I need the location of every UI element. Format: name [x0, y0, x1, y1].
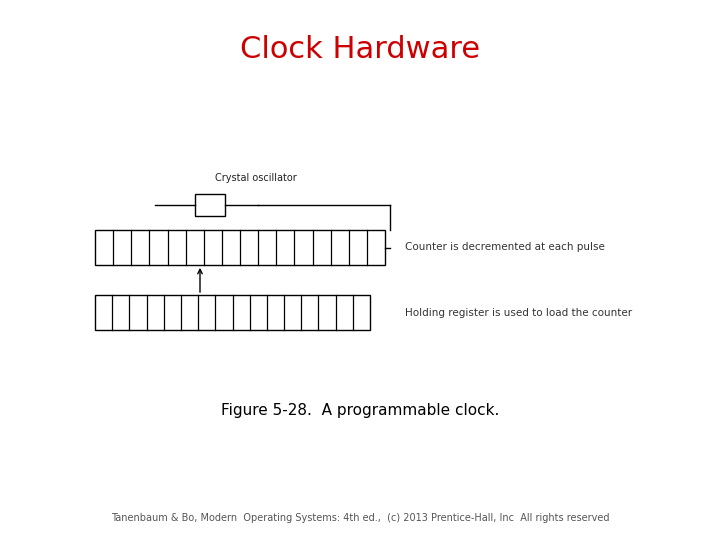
- Bar: [95, 230, 385, 265]
- Text: Crystal oscillator: Crystal oscillator: [215, 173, 297, 183]
- Text: Holding register is used to load the counter: Holding register is used to load the cou…: [405, 307, 632, 318]
- Text: Counter is decremented at each pulse: Counter is decremented at each pulse: [405, 242, 605, 253]
- Bar: [95, 295, 370, 330]
- Text: Clock Hardware: Clock Hardware: [240, 36, 480, 64]
- Text: Tanenbaum & Bo, Modern  Operating Systems: 4th ed.,  (c) 2013 Prentice-Hall, Inc: Tanenbaum & Bo, Modern Operating Systems…: [111, 513, 609, 523]
- Bar: [195, 194, 225, 216]
- Text: Figure 5-28.  A programmable clock.: Figure 5-28. A programmable clock.: [221, 402, 499, 417]
